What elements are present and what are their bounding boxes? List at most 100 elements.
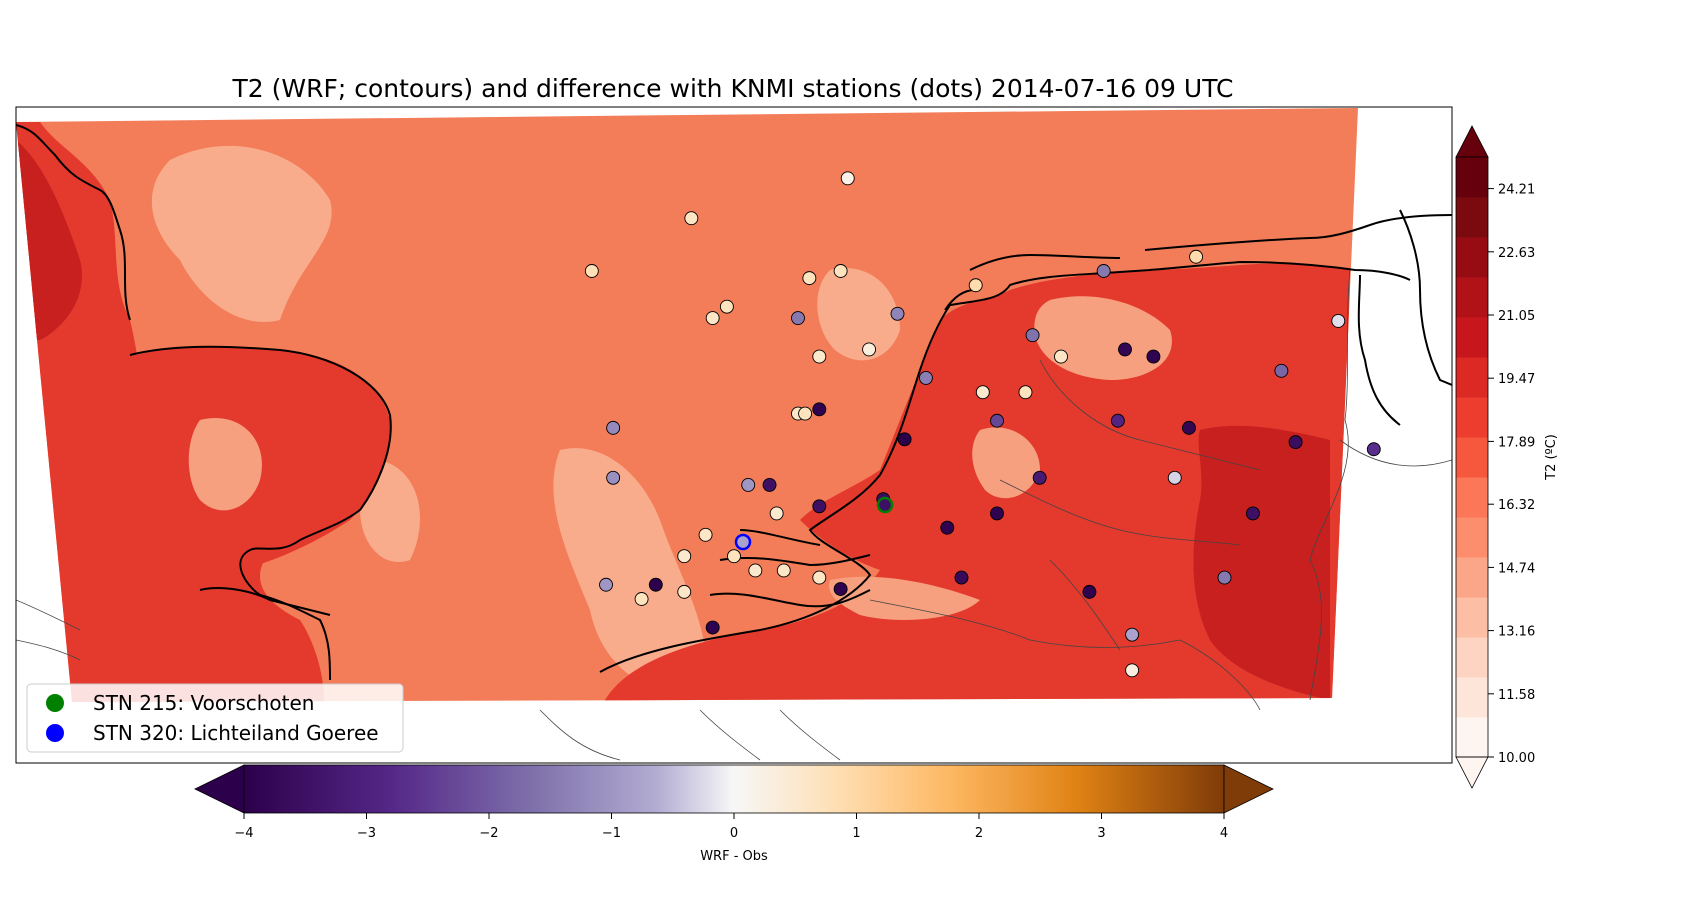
station-dot <box>705 620 720 635</box>
t2-colorbar-tick-label: 14.74 <box>1498 561 1535 576</box>
station-dot <box>812 499 827 514</box>
station-dot <box>727 549 741 564</box>
station-dot <box>698 527 713 542</box>
t2-colorbar-tick-label: 24.21 <box>1498 183 1535 198</box>
border-nl-de <box>1309 269 1351 701</box>
t2-colorbar-band <box>1456 237 1488 278</box>
t2-colorbar-tick-label: 16.32 <box>1498 498 1535 513</box>
uk-land <box>16 122 324 702</box>
coastline-uk-north <box>16 124 131 321</box>
station-dot <box>862 342 877 357</box>
coastlines <box>16 124 1452 681</box>
diff-colorbar-ticks: −4 −3 −2 −1 0 1 2 3 4 <box>234 813 1228 841</box>
station-dot <box>1082 584 1097 599</box>
chart-title: T2 (WRF; contours) and difference with K… <box>232 74 1234 103</box>
t2-colorbar-frame <box>1455 156 1489 758</box>
t2-colorbar-tick-label: 11.58 <box>1498 688 1535 703</box>
station-dot <box>833 582 848 596</box>
station-dot <box>584 264 599 278</box>
station-dot <box>1189 249 1204 264</box>
station-dot <box>741 477 756 492</box>
t2-colorbar-tick-label: 21.05 <box>1498 309 1535 324</box>
station-dot <box>776 563 791 578</box>
sea-cool-patch <box>817 268 900 361</box>
t2-colorbar-band <box>1456 597 1488 638</box>
station-dot <box>1096 264 1111 278</box>
borders <box>16 269 1452 761</box>
diff-colorbar-tick-label: 0 <box>730 826 738 841</box>
station-dot <box>798 406 813 421</box>
station-dot <box>677 584 692 599</box>
t2-colorbar-band <box>1456 157 1488 198</box>
diff-colorbar-min-extension <box>194 764 245 814</box>
border-be-regions <box>699 709 841 761</box>
station-lichteiland-goeree-highlight <box>734 533 752 551</box>
station-dot <box>1217 570 1232 585</box>
diff-colorbar-tick-label: −3 <box>357 826 376 841</box>
station-dot <box>599 577 613 592</box>
station-dot <box>748 563 763 578</box>
coastline-scheldt <box>709 589 871 608</box>
t2-colorbar-band <box>1456 477 1488 518</box>
station-voorschoten-highlight <box>876 496 894 514</box>
station-dot <box>762 477 777 492</box>
station-dot <box>684 211 699 226</box>
continent-land-cool <box>972 427 1040 499</box>
sea-cool-patch <box>553 448 706 692</box>
t2-colorbar-band <box>1456 437 1488 478</box>
station-dot <box>606 470 621 485</box>
t2-colorbar: 24.21 22.63 21.05 19.47 17.89 16.32 14.74 13.16… <box>1455 125 1559 789</box>
t2-colorbar-min-extension <box>1455 756 1489 789</box>
uk-land-warm <box>16 140 82 340</box>
t2-colorbar-tick-label: 22.63 <box>1498 246 1535 261</box>
station-dot <box>606 420 621 435</box>
map-axes <box>16 107 1452 763</box>
diff-colorbar-tick-label: −4 <box>234 826 253 841</box>
t2-colorbar-bands <box>1456 157 1488 758</box>
t2-colorbar-band <box>1456 397 1488 438</box>
legend-label-lichteiland-goeree: STN 320: Lichteiland Goeree <box>93 721 379 745</box>
station-dot <box>1331 313 1346 328</box>
border-de-region <box>1339 439 1452 467</box>
station-dot <box>1274 363 1289 378</box>
t2-colorbar-band <box>1456 557 1488 598</box>
continent-land-warm <box>1193 425 1330 700</box>
station-dot <box>769 506 784 521</box>
legend-marker-lichteiland-goeree <box>46 724 64 742</box>
coastline-jutland <box>1399 209 1452 386</box>
station-dot <box>968 278 983 293</box>
station-dot <box>634 592 649 606</box>
station-dot <box>812 349 827 364</box>
map-frame <box>15 106 1453 764</box>
t2-colorbar-band <box>1456 717 1488 758</box>
continent-land-cool <box>829 576 980 620</box>
station-dot <box>1246 506 1260 521</box>
border-nl-provinces <box>999 479 1241 546</box>
diff-colorbar-max-extension <box>1223 764 1274 814</box>
t2-colorbar-tick-label: 17.89 <box>1498 435 1535 450</box>
station-dot <box>1182 420 1196 435</box>
station-dot <box>1118 342 1132 357</box>
t2-colorbar-band <box>1456 317 1488 358</box>
station-dot <box>890 306 905 321</box>
border-nl-provinces <box>1039 359 1261 471</box>
border-nl-be <box>869 599 1261 711</box>
t2-colorbar-tick-label: 13.16 <box>1498 625 1535 640</box>
t2-colorbar-ticks: 24.21 22.63 21.05 19.47 17.89 16.32 14.74 13.16… <box>1488 183 1535 766</box>
coastline-thames <box>199 587 331 616</box>
sea-cool-patch <box>151 145 332 322</box>
station-dot <box>812 402 827 417</box>
station-dot <box>1025 328 1040 343</box>
diff-colorbar-tick-label: 2 <box>975 826 983 841</box>
t2-colorbar-tick-label: 19.47 <box>1498 372 1535 387</box>
station-dot <box>791 311 805 326</box>
diff-colorbar-tick-label: 1 <box>852 826 860 841</box>
continent-land <box>600 263 1350 702</box>
coastline-north-frisian <box>1144 214 1452 251</box>
uk-land-cool <box>188 418 262 511</box>
diff-colorbar-tick-label: −2 <box>479 826 498 841</box>
t2-colorbar-band <box>1456 677 1488 718</box>
t2-colorbar-label: T2 (ºC) <box>1544 434 1559 481</box>
station-dot <box>897 432 912 447</box>
